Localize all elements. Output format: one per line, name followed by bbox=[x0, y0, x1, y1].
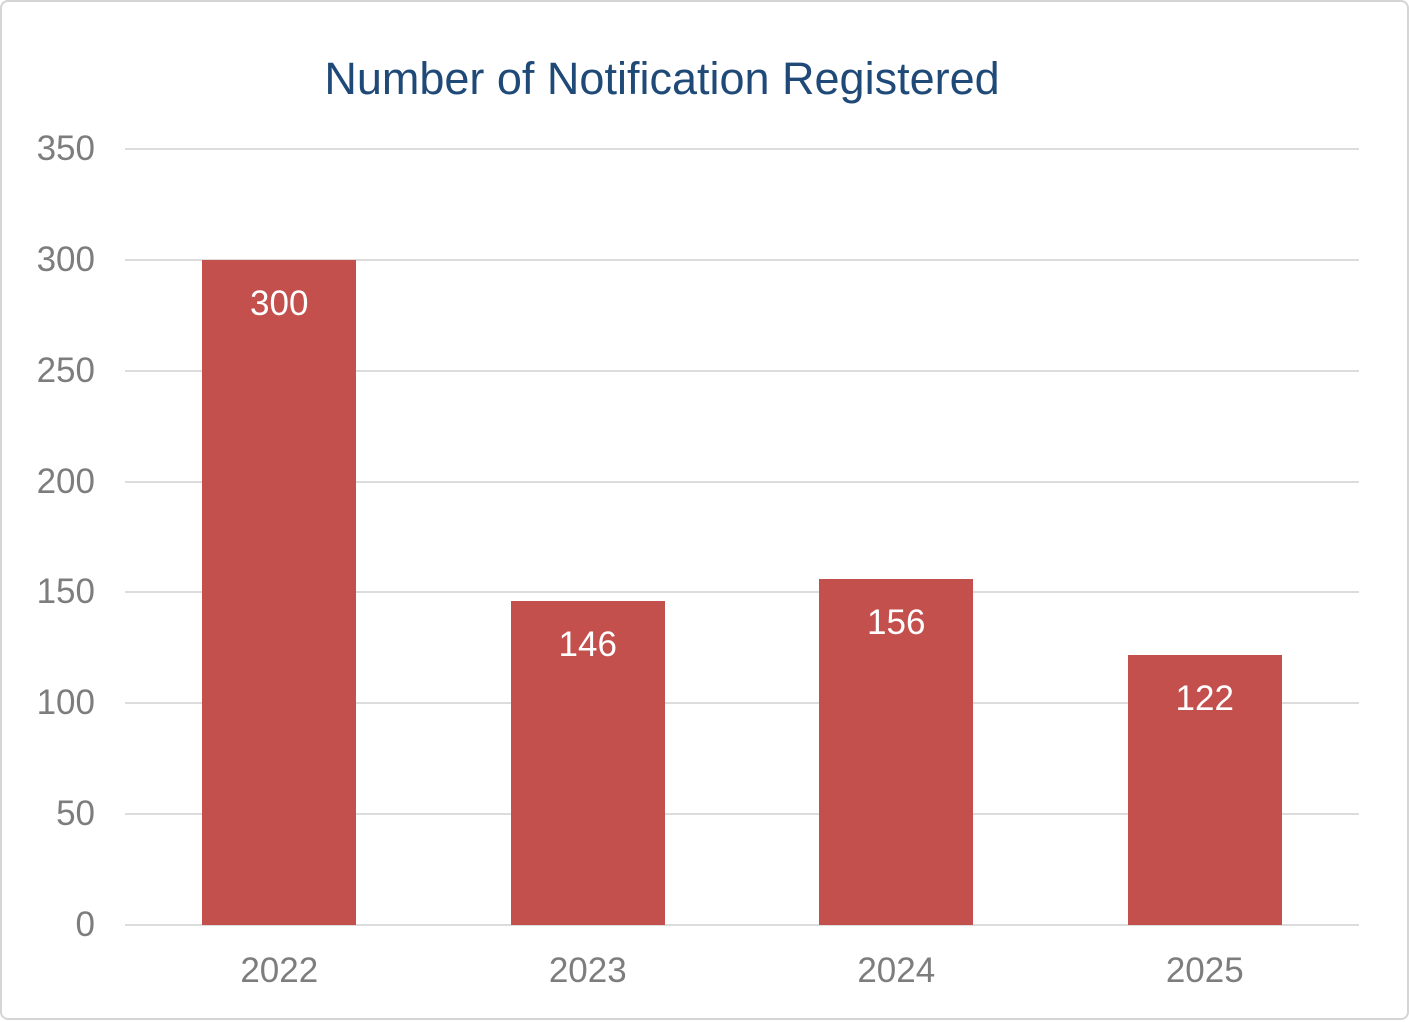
y-axis-tick-label: 100 bbox=[36, 683, 95, 723]
x-axis-tick-label: 2022 bbox=[240, 951, 319, 990]
y-axis-tick-label: 50 bbox=[56, 794, 95, 834]
x-axis-tick-label: 2025 bbox=[1165, 951, 1244, 990]
bar-value-label: 146 bbox=[558, 625, 617, 665]
chart-title: Number of Notification Registered bbox=[324, 53, 1000, 104]
gridline bbox=[125, 924, 1359, 926]
gridline bbox=[125, 258, 1359, 261]
y-axis-tick-label: 0 bbox=[75, 905, 95, 944]
y-axis-tick-label: 350 bbox=[36, 129, 95, 168]
y-axis-tick-label: 200 bbox=[36, 461, 95, 501]
bar: 122 bbox=[1127, 654, 1282, 925]
y-axis-tick-label: 300 bbox=[36, 239, 95, 279]
bar: 300 bbox=[202, 259, 357, 925]
gridline bbox=[125, 813, 1359, 816]
gridline bbox=[125, 148, 1359, 150]
x-axis-tick-label: 2024 bbox=[857, 951, 936, 990]
bar-value-label: 300 bbox=[250, 283, 309, 323]
y-axis-tick-label: 250 bbox=[36, 350, 95, 390]
y-axis-tick-label: 150 bbox=[36, 572, 95, 612]
gridline bbox=[125, 702, 1359, 705]
bar: 156 bbox=[819, 579, 974, 925]
bar: 146 bbox=[510, 601, 665, 925]
gridline bbox=[125, 369, 1359, 372]
bar-value-label: 156 bbox=[867, 603, 926, 643]
x-axis-tick-label: 2023 bbox=[548, 951, 627, 990]
bar-value-label: 122 bbox=[1175, 678, 1234, 718]
gridline bbox=[125, 591, 1359, 594]
gridline bbox=[125, 480, 1359, 483]
